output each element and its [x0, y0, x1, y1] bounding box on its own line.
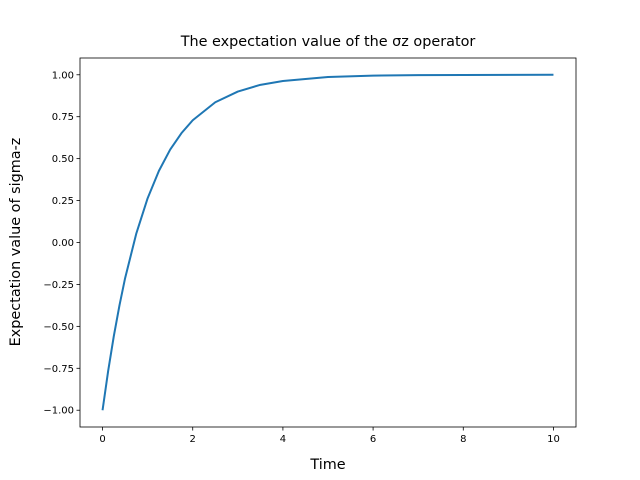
y-tick-label: −0.75 — [43, 364, 74, 375]
x-tick-label: 8 — [460, 434, 466, 445]
line — [101, 73, 554, 411]
y-tick-label: 0.50 — [52, 154, 74, 165]
x-axis-label: Time — [309, 457, 345, 473]
x-tick-label: 4 — [280, 434, 286, 445]
y-tick-label: 1.00 — [52, 70, 74, 81]
x-tick-label: 2 — [190, 434, 196, 445]
x-tick-label: 10 — [547, 434, 560, 445]
y-tick-label: −0.25 — [43, 280, 74, 291]
chart-title: The expectation value of the σz operator — [180, 34, 476, 50]
y-tick-label: 0.25 — [52, 196, 74, 207]
y-tick-label: −0.50 — [43, 322, 74, 333]
axes-frame — [79, 57, 577, 428]
y-tick-label: −1.00 — [43, 406, 74, 417]
x-tick-label: 0 — [99, 434, 105, 445]
x-tick-label: 6 — [370, 434, 376, 445]
y-axis-label: Expectation value of sigma-z — [8, 138, 24, 347]
y-tick-label: 0.00 — [52, 238, 74, 249]
y-tick-label: 0.75 — [52, 112, 74, 123]
